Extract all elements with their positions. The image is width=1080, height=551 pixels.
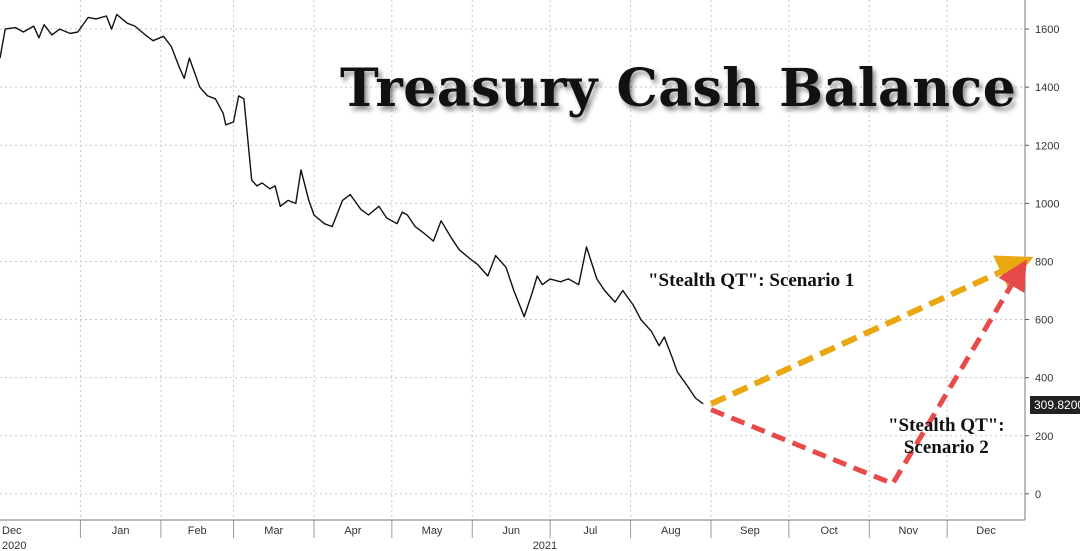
x-year-label: 2020: [2, 540, 26, 551]
y-tick-label: 1000: [1035, 198, 1059, 210]
x-tick-label: Dec: [2, 525, 22, 537]
annotation-scenario-2-line-1: "Stealth QT":: [888, 415, 1005, 436]
x-tick-label: Sep: [740, 525, 760, 537]
annotation-scenario-2-line-2: Scenario 2: [903, 437, 989, 458]
x-tick-label: Feb: [188, 525, 207, 537]
series-layer: [0, 13, 704, 405]
y-tick-label: 1400: [1035, 82, 1059, 94]
series-line: [0, 13, 704, 405]
x-tick-label: Jul: [583, 525, 597, 537]
x-tick-label: Nov: [898, 525, 918, 537]
y-tick-label: 800: [1035, 256, 1053, 268]
y-tick-label: 1200: [1035, 140, 1059, 152]
annotation-scenario-1: "Stealth QT": Scenario 1: [648, 270, 855, 291]
x-tick-label: May: [422, 525, 443, 537]
y-tick-label: 400: [1035, 373, 1053, 385]
gridlines: [0, 0, 1025, 520]
chart-title: Treasury Cash Balance: [340, 58, 1017, 119]
y-tick-label: 600: [1035, 315, 1053, 327]
y-tick-label: 0: [1035, 489, 1041, 501]
x-tick-label: Mar: [264, 525, 283, 537]
annotation-arrows: [709, 255, 1034, 487]
x-tick-label: Oct: [821, 525, 838, 537]
annotation-scenario-2: "Stealth QT": Scenario 2: [888, 415, 1005, 459]
y-tick-label: 1600: [1035, 24, 1059, 36]
x-tick-label: Aug: [661, 525, 681, 537]
last-value-badge: 309.8200: [1030, 396, 1080, 414]
x-tick-label: Dec: [976, 525, 996, 537]
y-tick-label: 200: [1035, 431, 1053, 443]
x-tick-label: Jan: [112, 525, 130, 537]
x-year-label: 2021: [533, 540, 557, 551]
x-tick-label: Jun: [502, 525, 520, 537]
x-tick-label: Apr: [344, 525, 361, 537]
scenario-2-arrow: [710, 259, 1027, 487]
scenario-1-arrow: [709, 255, 1034, 407]
